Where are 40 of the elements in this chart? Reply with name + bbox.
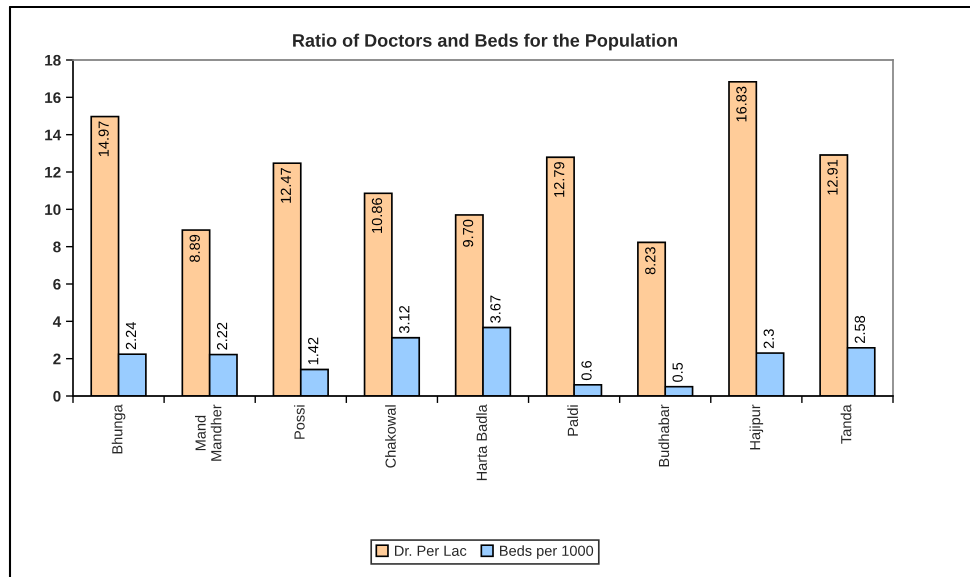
x-tick-label: Chakowal — [385, 405, 396, 468]
y-tick-label: 0 — [53, 390, 61, 402]
x-tick-label: Mand Mandher — [195, 404, 222, 461]
y-tick-label: 2 — [53, 354, 61, 364]
y-tick-label: 4 — [52, 316, 62, 327]
x-tick-label: Possi — [294, 405, 305, 439]
data-label: 2.58 — [854, 316, 866, 343]
x-tick-label: Hajipur — [750, 404, 764, 450]
y-tick-label: 10 — [45, 204, 61, 216]
data-label: 12.47 — [280, 168, 291, 203]
legend-label: Beds per 1000 — [500, 545, 594, 559]
y-tick-label: 12 — [45, 166, 61, 178]
x-tick-label: Paldi — [567, 405, 578, 436]
data-label: 2.22 — [216, 322, 228, 350]
data-label: 8.23 — [645, 247, 656, 274]
data-label: 10.86 — [372, 198, 382, 233]
data-label: 0.5 — [672, 362, 683, 382]
x-tick-label: Tanda — [840, 404, 852, 444]
y-tick-label: 6 — [53, 278, 61, 290]
data-label: 3.67 — [490, 296, 501, 323]
data-label: 3.12 — [399, 306, 410, 334]
data-label: 14.97 — [98, 121, 109, 156]
data-label: 8.89 — [190, 234, 200, 262]
data-label: 2.3 — [764, 329, 774, 348]
x-tick-label: Bhunga — [112, 404, 126, 454]
data-label: 12.79 — [554, 162, 564, 197]
y-tick-label: 16 — [45, 92, 61, 104]
x-tick-label: Harta Badla — [476, 404, 487, 480]
data-label: 1.42 — [308, 338, 318, 364]
chart-title: Ratio of Doctors and Beds for the Population — [293, 34, 677, 50]
data-label: 16.83 — [736, 86, 747, 122]
y-tick-label: 14 — [45, 130, 62, 140]
legend-label: Dr. Per Lac — [395, 546, 466, 556]
data-label: 2.24 — [126, 322, 136, 350]
y-tick-label: 18 — [45, 54, 61, 66]
data-label: 9.70 — [462, 220, 474, 247]
y-tick-label: 8 — [53, 242, 61, 252]
x-tick-label: Budhabar — [658, 404, 670, 466]
data-label: 0.6 — [581, 361, 592, 380]
data-label: 12.91 — [827, 160, 838, 195]
